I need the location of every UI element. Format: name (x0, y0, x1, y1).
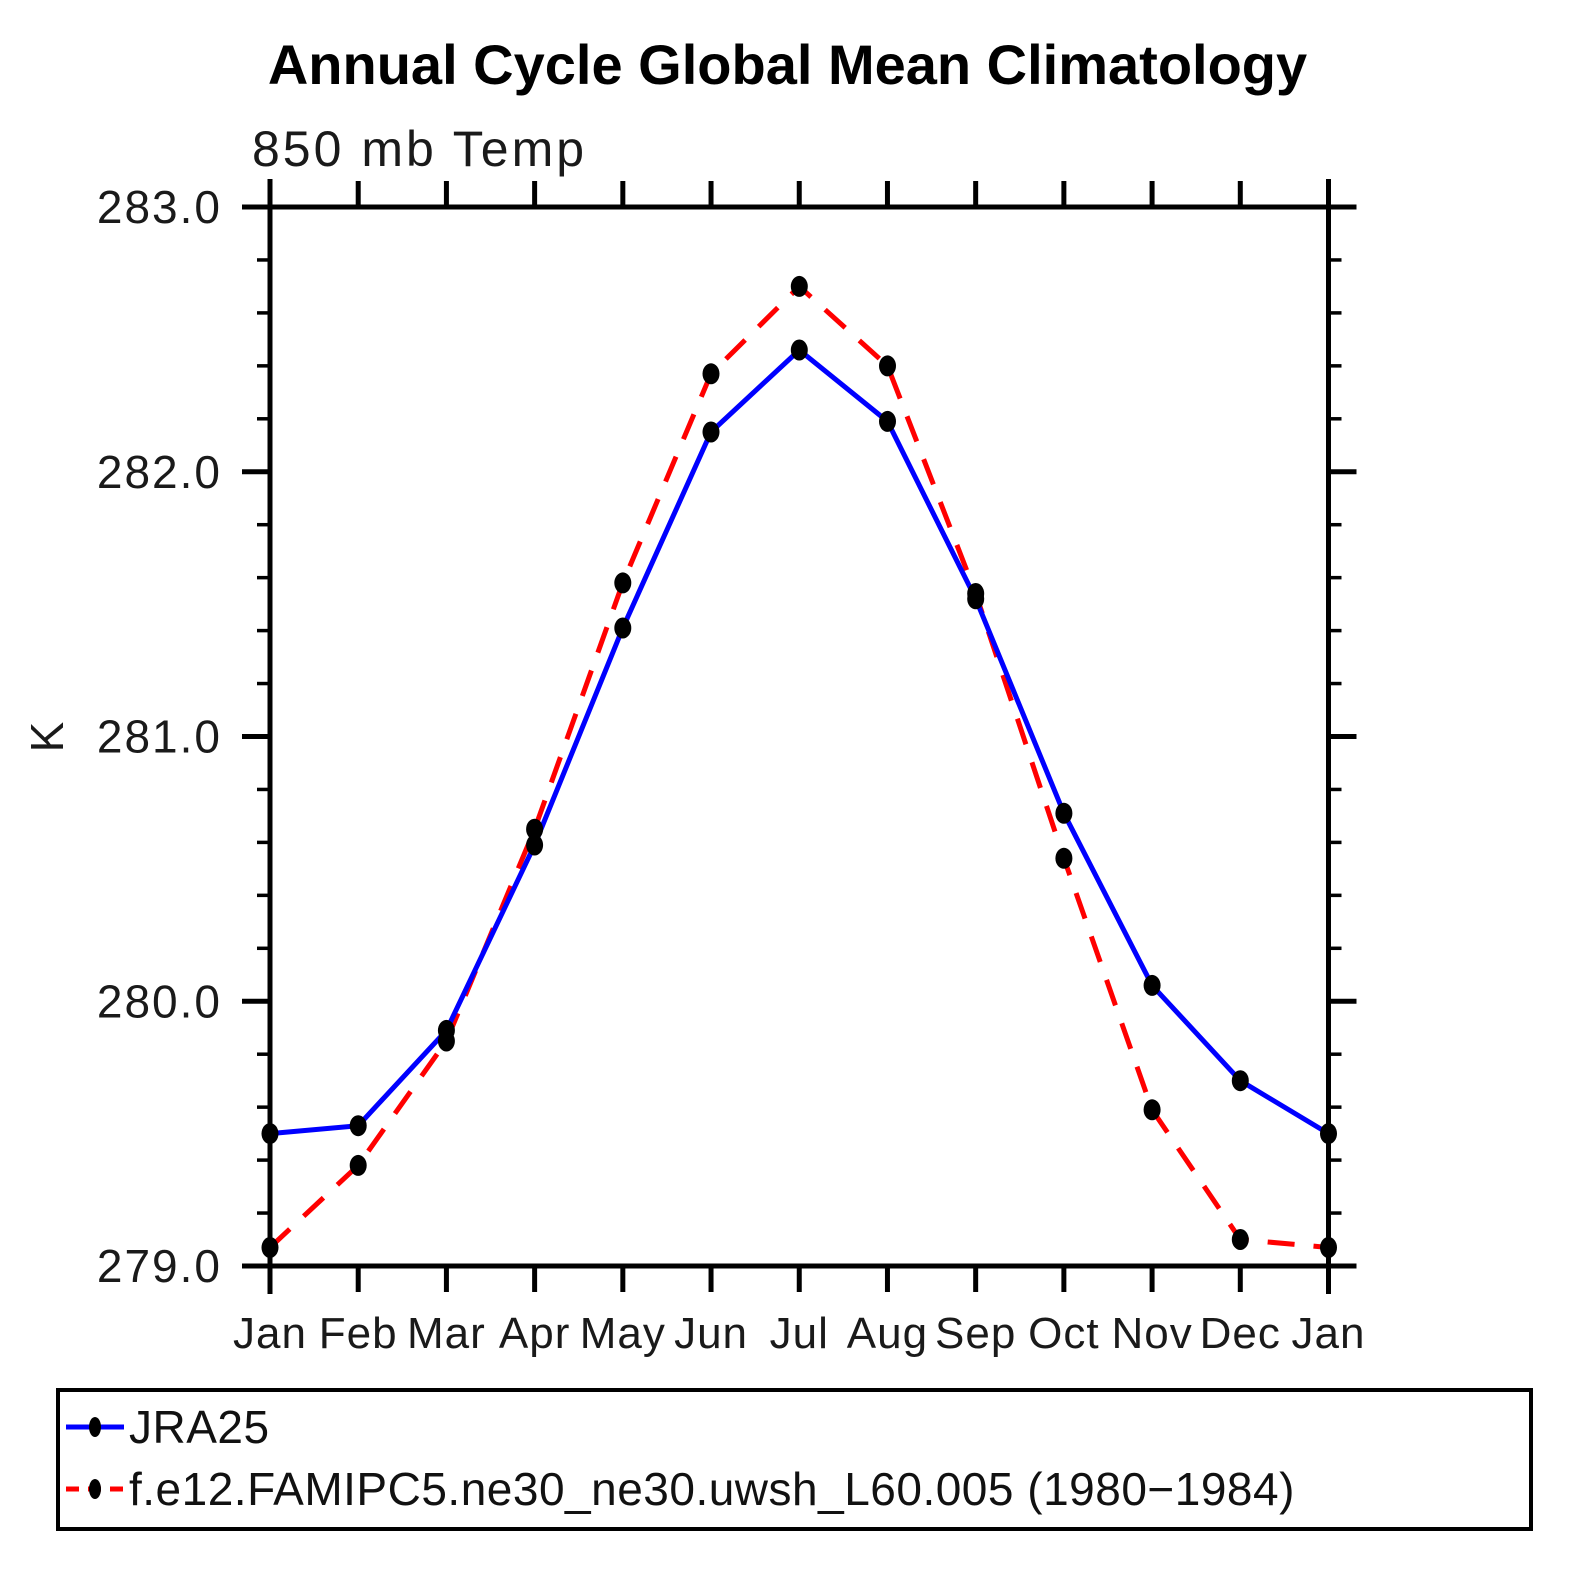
data-point-marker (702, 363, 720, 385)
x-tick-label: Dec (1200, 1309, 1281, 1358)
data-point-marker (1143, 974, 1161, 996)
legend-swatch (66, 1417, 124, 1437)
x-tick-label: Jan (1292, 1309, 1366, 1358)
legend-swatch (66, 1479, 124, 1499)
y-tick-label: 283.0 (97, 181, 222, 233)
data-point-marker (526, 834, 544, 856)
data-point-marker (437, 1030, 455, 1052)
x-tick-label: Apr (499, 1309, 570, 1358)
x-tick-label: Mar (407, 1309, 486, 1358)
data-point-marker (702, 421, 720, 443)
data-point-marker (1320, 1237, 1337, 1258)
y-tick-label: 281.0 (97, 711, 222, 763)
x-ticks: Jan Feb Mar Apr May Jun Jul Aug Sep Oct Nov Dec Jan (233, 181, 1366, 1358)
data-point-marker (879, 410, 896, 432)
data-point-marker (1143, 1099, 1161, 1121)
data-point-marker (614, 617, 632, 639)
x-tick-label: Jun (674, 1309, 748, 1358)
x-tick-label: Jul (770, 1309, 829, 1358)
legend-marker-dot (89, 1479, 101, 1499)
x-tick-label: Sep (935, 1309, 1016, 1358)
y-tick-label: 282.0 (97, 446, 222, 498)
legend-entry: JRA25 (64, 1404, 270, 1450)
data-point-marker (526, 818, 544, 840)
y-ticks: 279.0 280.0 281.0 282.0 283.0 (97, 181, 1357, 1292)
x-tick-label: Aug (847, 1309, 928, 1358)
data-point-marker (614, 572, 632, 594)
data-point-marker (261, 1237, 279, 1258)
legend-label: JRA25 (129, 1401, 270, 1453)
legend-marker-dot (89, 1417, 101, 1437)
data-point-marker (790, 339, 808, 361)
x-tick-label: Nov (1111, 1309, 1192, 1358)
series-line-model (268, 282, 1329, 1250)
data-point-marker (790, 275, 808, 297)
data-point-marker (1320, 1123, 1337, 1145)
data-point-marker (879, 355, 896, 377)
data-point-marker (1231, 1070, 1249, 1092)
data-point-marker (967, 583, 985, 604)
data-point-marker (1231, 1229, 1249, 1250)
legend-label: f.e12.FAMIPC5.ne30_ne30.uwsh_L60.005 (19… (129, 1463, 1295, 1515)
series-line-jra25 (269, 346, 1330, 1137)
legend: JRA25 f.e12.FAMIPC5.ne30_ne30.uwsh_L60.00… (56, 1388, 1533, 1531)
y-tick-label: 280.0 (97, 975, 222, 1027)
chart-title: Annual Cycle Global Mean Climatology (267, 33, 1308, 96)
chart-subtitle: 850 mb Temp (252, 121, 588, 177)
data-point-marker (1055, 802, 1073, 824)
x-tick-label: Feb (319, 1309, 398, 1358)
x-tick-label: Oct (1028, 1309, 1099, 1358)
x-tick-label: Jan (233, 1309, 307, 1358)
data-point-marker (349, 1154, 367, 1176)
data-markers (261, 275, 1337, 1258)
x-tick-label: May (580, 1309, 666, 1358)
data-point-marker (1055, 847, 1073, 869)
legend-entry: f.e12.FAMIPC5.ne30_ne30.uwsh_L60.005 (19… (64, 1466, 1295, 1512)
data-point-marker (261, 1123, 279, 1145)
y-tick-label: 279.0 (97, 1240, 222, 1292)
data-point-marker (349, 1115, 367, 1137)
